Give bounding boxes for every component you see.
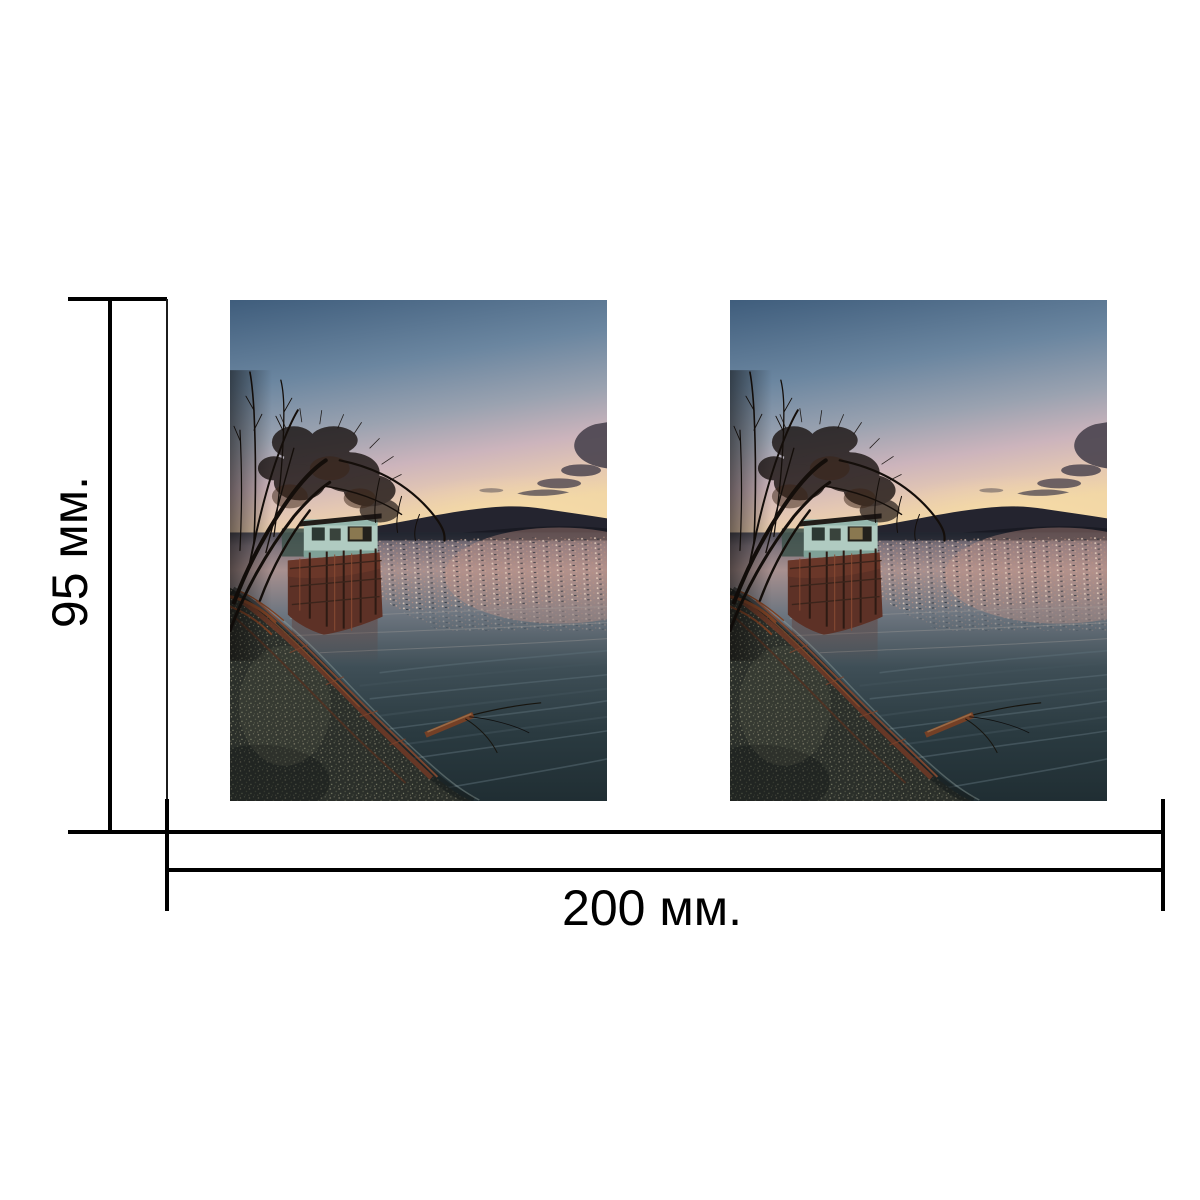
product-photo-right <box>730 300 1107 801</box>
bottom-edge-and-tick-line <box>68 830 1165 834</box>
vertical-dimension-top-tick <box>68 297 167 301</box>
horizontal-dimension-left-tick <box>165 799 169 911</box>
vertical-dimension-line <box>108 299 112 834</box>
left-extension-line <box>166 299 168 830</box>
product-photo-left <box>230 300 607 801</box>
width-dimension-label: 200 мм. <box>562 880 742 936</box>
lake-sunset-photo <box>230 300 607 801</box>
horizontal-dimension-right-tick <box>1161 799 1165 911</box>
horizontal-dimension-line <box>167 868 1165 872</box>
lake-sunset-photo <box>730 300 1107 801</box>
height-dimension-label: 95 мм. <box>42 475 98 629</box>
